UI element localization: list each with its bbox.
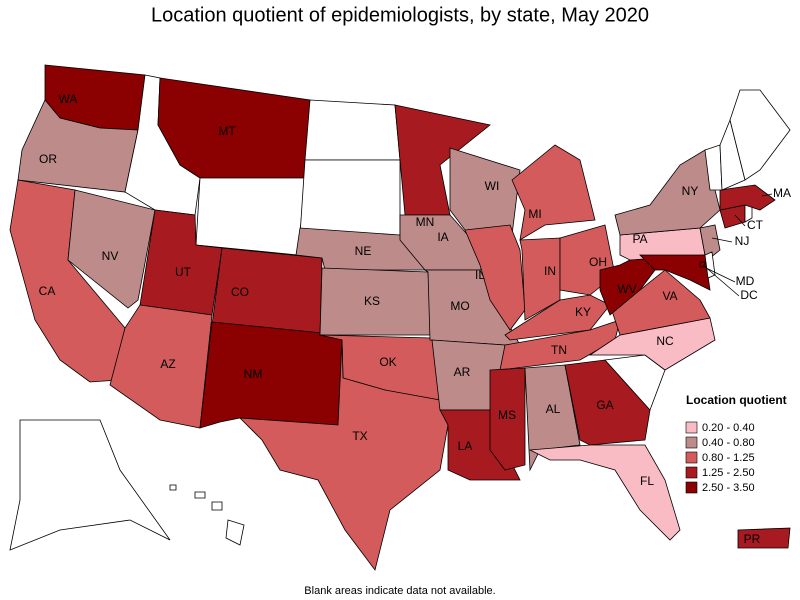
state [199, 321, 343, 429]
state-label: CT [747, 218, 764, 232]
state [9, 419, 171, 551]
state-label: AZ [160, 357, 175, 371]
state [528, 444, 681, 541]
state-label: CO [231, 285, 249, 299]
leader-line [761, 193, 773, 197]
state [464, 224, 526, 331]
leader-line [705, 267, 736, 283]
state-label: MA [773, 186, 791, 200]
state [67, 189, 156, 309]
legend-label: 0.80 - 1.25 [702, 452, 755, 464]
state [519, 237, 561, 321]
state-label: IL [475, 268, 485, 282]
state [729, 89, 791, 181]
state-label: TN [551, 343, 567, 357]
state-label: NJ [735, 234, 750, 248]
state-label: MD [736, 274, 755, 288]
state-label: UT [175, 265, 192, 279]
state-label: TX [352, 429, 367, 443]
state [194, 491, 206, 499]
state-label: NV [102, 249, 119, 263]
state-label: MS [498, 408, 516, 422]
leader-line [702, 264, 740, 297]
state-label: KS [364, 294, 380, 308]
state-label: OH [589, 255, 607, 269]
state-label: WA [59, 92, 78, 106]
state [511, 144, 596, 241]
leader-line [711, 237, 733, 243]
state [169, 484, 177, 491]
state-label: FL [640, 474, 654, 488]
state-label: NE [355, 244, 372, 258]
state [238, 339, 449, 571]
state-label: IA [437, 230, 448, 244]
legend: 0.20 - 0.40 0.40 - 0.80 0.80 - 1.25 1.25 - … [685, 421, 755, 494]
legend-label: 0.40 - 0.80 [702, 437, 755, 449]
leader-line [734, 214, 746, 227]
state-label: KY [575, 305, 591, 319]
state-label: MI [528, 207, 541, 221]
state [737, 527, 791, 549]
state-label: MO [450, 299, 469, 313]
state-label: WI [485, 179, 500, 193]
state [211, 247, 323, 336]
legend-label: 0.20 - 0.40 [702, 422, 755, 434]
state [614, 149, 721, 236]
legend-swatch [685, 466, 698, 479]
legend-swatch [685, 436, 698, 449]
state-label: CA [39, 284, 56, 298]
state-label: GA [596, 398, 613, 412]
state-label: AR [454, 365, 471, 379]
state [195, 177, 306, 256]
state-label: NM [244, 367, 263, 381]
legend-title: Location quotient [686, 393, 787, 407]
state [489, 367, 526, 471]
legend-swatch [685, 421, 698, 434]
state [719, 184, 776, 211]
state [109, 304, 213, 429]
state-label: WV [617, 282, 636, 296]
state-label: PA [632, 232, 647, 246]
state [211, 501, 223, 511]
state-label: IN [544, 264, 556, 278]
map-title: Location quotient of epidemiologists, by… [151, 4, 649, 26]
state [299, 159, 401, 241]
state-label: VA [662, 289, 677, 303]
legend-swatch [685, 481, 698, 494]
state-label: OK [379, 355, 396, 369]
state-label: NC [656, 334, 674, 348]
state [304, 99, 401, 161]
state-label: AL [546, 402, 561, 416]
state [225, 519, 245, 546]
state-label: PR [744, 532, 761, 546]
footnote: Blank areas indicate data not available. [304, 585, 495, 597]
legend-swatch [685, 451, 698, 464]
state-label: OR [39, 152, 57, 166]
state [599, 254, 656, 316]
state-label: DC [740, 288, 758, 302]
state-label: NY [682, 184, 699, 198]
state-label: LA [458, 439, 473, 453]
legend-label: 2.50 - 3.50 [702, 482, 755, 494]
state-label: MT [218, 124, 236, 138]
state-label: MN [416, 215, 435, 229]
states [9, 64, 791, 571]
state-labels: PA NC FL OR NV NE KS IA MO AR WI NY AL NJ CA AZ TX OK IL IN… [39, 92, 791, 546]
legend-label: 1.25 - 2.50 [702, 467, 755, 479]
